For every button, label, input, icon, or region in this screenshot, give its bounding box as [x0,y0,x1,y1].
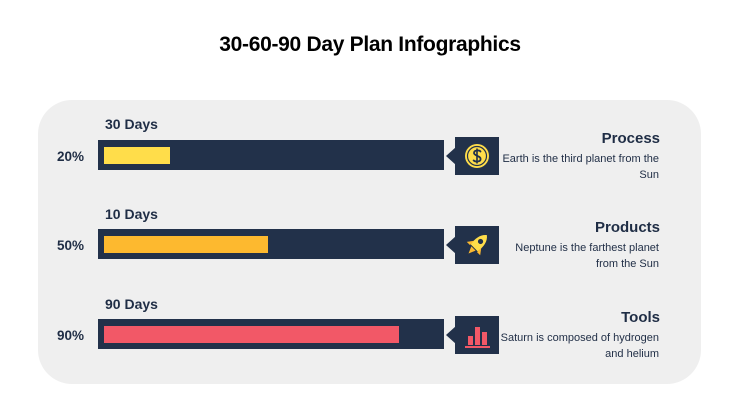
icon-pointer [446,147,456,165]
row-heading: Products [594,219,660,236]
progress-fill [104,326,399,343]
rocket-icon [466,235,487,256]
progress-track [98,319,444,349]
icon-pointer [446,236,456,254]
icon-box [455,316,499,354]
days-label: 90 Days [105,296,158,312]
percent-label: 50% [57,238,85,253]
dollar-coin-icon [465,144,489,168]
progress-fill [104,236,268,253]
percent-label: 20% [57,149,85,164]
progress-track [98,140,444,170]
row-description: Saturn is composed of hydrogen and heliu… [500,332,659,360]
icon-box [455,226,499,264]
days-label: 30 Days [105,116,158,132]
row-description: Earth is the third planet from the Sun [502,153,659,181]
icon-pointer [446,326,456,344]
progress-fill [104,147,170,164]
percent-label: 90% [57,328,85,343]
icon-box [455,137,499,175]
row-heading: Tools [621,309,660,326]
bar-chart-icon [465,327,490,348]
row-description: Neptune is the farthest planet from the … [515,242,659,270]
page-title: 30-60-90 Day Plan Infographics [219,33,521,56]
days-label: 10 Days [105,206,158,222]
progress-track [98,229,444,259]
row-heading: Process [601,130,660,147]
